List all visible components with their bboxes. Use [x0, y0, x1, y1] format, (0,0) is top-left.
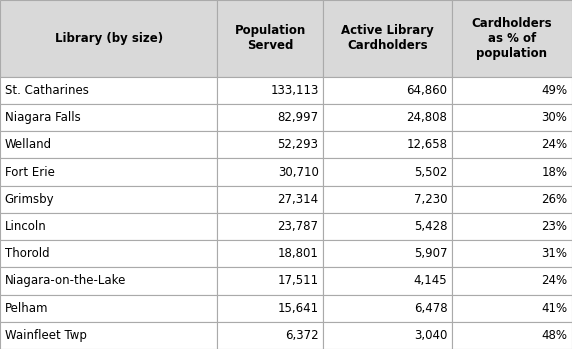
Bar	[323, 158, 452, 186]
Bar	[217, 240, 323, 267]
Bar	[0, 186, 217, 213]
Bar	[452, 322, 572, 349]
Text: Cardholders
as % of
population: Cardholders as % of population	[472, 17, 552, 60]
Bar	[323, 186, 452, 213]
Text: 6,372: 6,372	[285, 329, 319, 342]
Bar	[217, 104, 323, 131]
Bar	[217, 295, 323, 322]
Text: 82,997: 82,997	[277, 111, 319, 124]
Text: 23,787: 23,787	[277, 220, 319, 233]
Text: 17,511: 17,511	[277, 274, 319, 288]
Text: Wainfleet Twp: Wainfleet Twp	[5, 329, 86, 342]
Text: 64,860: 64,860	[406, 84, 447, 97]
Bar	[452, 77, 572, 104]
Bar	[0, 158, 217, 186]
Bar	[0, 131, 217, 158]
Bar	[0, 267, 217, 295]
Bar	[217, 158, 323, 186]
Text: St. Catharines: St. Catharines	[5, 84, 89, 97]
Text: 41%: 41%	[541, 302, 567, 315]
Text: Lincoln: Lincoln	[5, 220, 46, 233]
Bar	[217, 131, 323, 158]
Text: 48%: 48%	[542, 329, 567, 342]
Text: 18%: 18%	[542, 165, 567, 179]
Text: 6,478: 6,478	[414, 302, 447, 315]
Bar	[0, 322, 217, 349]
Text: 27,314: 27,314	[277, 193, 319, 206]
Bar	[323, 267, 452, 295]
Text: Niagara-on-the-Lake: Niagara-on-the-Lake	[5, 274, 126, 288]
Bar	[323, 77, 452, 104]
Bar	[217, 213, 323, 240]
Text: Thorold: Thorold	[5, 247, 49, 260]
Text: Grimsby: Grimsby	[5, 193, 54, 206]
Text: 15,641: 15,641	[277, 302, 319, 315]
Text: Fort Erie: Fort Erie	[5, 165, 54, 179]
Bar	[217, 77, 323, 104]
Text: Population
Served: Population Served	[235, 24, 306, 52]
Text: 7,230: 7,230	[414, 193, 447, 206]
Text: Library (by size): Library (by size)	[54, 32, 163, 45]
Bar	[217, 0, 323, 77]
Text: Welland: Welland	[5, 138, 51, 151]
Text: 18,801: 18,801	[278, 247, 319, 260]
Bar	[452, 158, 572, 186]
Bar	[0, 104, 217, 131]
Bar	[452, 267, 572, 295]
Bar	[452, 295, 572, 322]
Text: 5,502: 5,502	[414, 165, 447, 179]
Text: 24,808: 24,808	[407, 111, 447, 124]
Text: 31%: 31%	[542, 247, 567, 260]
Bar	[217, 322, 323, 349]
Bar	[452, 131, 572, 158]
Text: 24%: 24%	[541, 138, 567, 151]
Bar	[323, 322, 452, 349]
Bar	[0, 213, 217, 240]
Text: 12,658: 12,658	[406, 138, 447, 151]
Bar	[452, 240, 572, 267]
Text: 52,293: 52,293	[277, 138, 319, 151]
Bar	[217, 186, 323, 213]
Text: 49%: 49%	[541, 84, 567, 97]
Text: 3,040: 3,040	[414, 329, 447, 342]
Text: Pelham: Pelham	[5, 302, 48, 315]
Text: 133,113: 133,113	[270, 84, 319, 97]
Text: 30%: 30%	[542, 111, 567, 124]
Bar	[0, 240, 217, 267]
Text: 24%: 24%	[541, 274, 567, 288]
Bar	[0, 295, 217, 322]
Bar	[452, 213, 572, 240]
Text: 5,428: 5,428	[414, 220, 447, 233]
Bar	[452, 186, 572, 213]
Bar	[323, 240, 452, 267]
Text: 5,907: 5,907	[414, 247, 447, 260]
Bar	[323, 0, 452, 77]
Text: 30,710: 30,710	[278, 165, 319, 179]
Bar	[0, 0, 217, 77]
Text: Active Library
Cardholders: Active Library Cardholders	[341, 24, 434, 52]
Bar	[323, 131, 452, 158]
Bar	[323, 104, 452, 131]
Bar	[323, 295, 452, 322]
Bar	[0, 77, 217, 104]
Bar	[217, 267, 323, 295]
Bar	[323, 213, 452, 240]
Bar	[452, 0, 572, 77]
Text: 26%: 26%	[541, 193, 567, 206]
Text: 23%: 23%	[542, 220, 567, 233]
Bar	[452, 104, 572, 131]
Text: Niagara Falls: Niagara Falls	[5, 111, 80, 124]
Text: 4,145: 4,145	[414, 274, 447, 288]
